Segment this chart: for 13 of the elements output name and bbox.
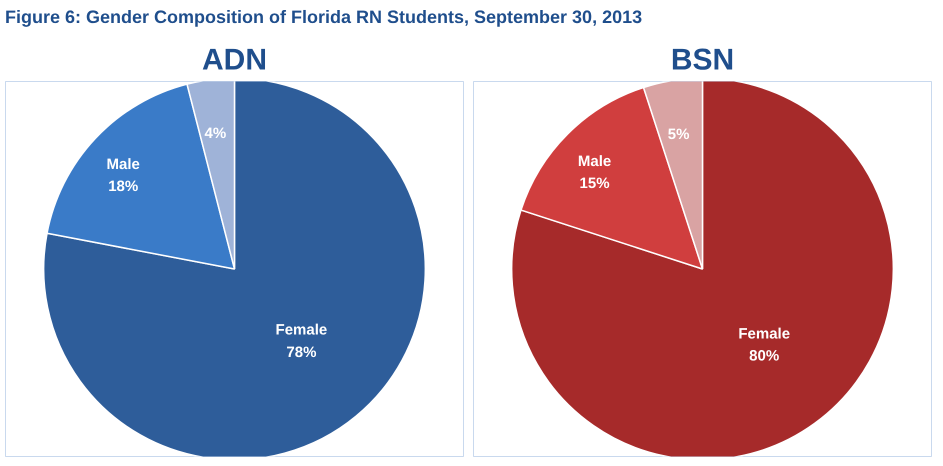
data-label: 18% bbox=[108, 178, 138, 195]
data-label: 80% bbox=[749, 347, 780, 364]
slice-label: Male bbox=[578, 152, 612, 170]
slice-label: Female bbox=[738, 325, 790, 342]
data-label: 15% bbox=[580, 174, 610, 192]
data-label: 4% bbox=[204, 124, 226, 142]
slice-label: Male bbox=[106, 156, 140, 173]
chart-title: BSN bbox=[670, 43, 734, 76]
chart-title: ADN bbox=[202, 43, 267, 76]
data-label: 78% bbox=[286, 343, 316, 360]
data-label: 5% bbox=[668, 126, 690, 143]
slice-label: Female bbox=[276, 321, 328, 338]
caption: Figure 6: Gender Composition of Florida RN Students, September 30, 2013 bbox=[5, 6, 642, 29]
